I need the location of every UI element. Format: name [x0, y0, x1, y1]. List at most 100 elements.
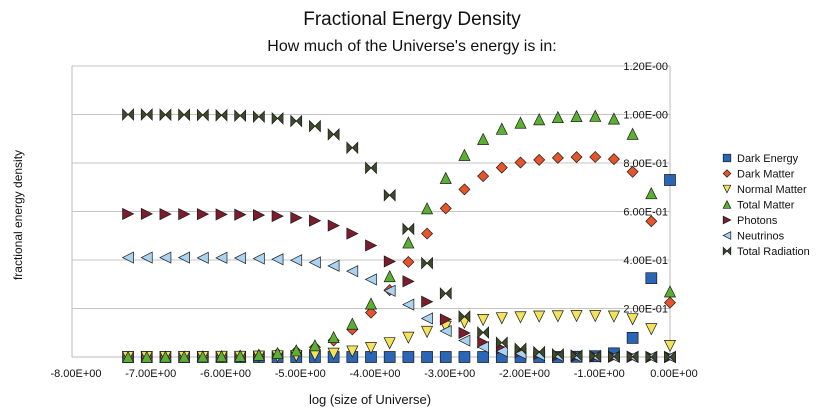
data-point	[645, 323, 658, 336]
data-point	[383, 255, 396, 268]
data-point	[477, 170, 490, 183]
data-point	[327, 259, 340, 272]
data-point	[140, 350, 153, 363]
chart-subtitle: How much of the Universe's energy is in:	[267, 38, 556, 55]
x-tick-label: -8.00E+00	[50, 368, 101, 380]
data-point	[421, 227, 434, 240]
data-point	[365, 306, 377, 319]
data-point	[551, 310, 564, 323]
legend-marker-icon	[722, 184, 732, 194]
y-tick-label: 4.00E-01	[623, 255, 668, 267]
data-point	[364, 342, 378, 355]
data-point	[626, 313, 639, 326]
data-point	[290, 211, 303, 224]
data-point	[514, 311, 527, 324]
data-point	[365, 239, 378, 252]
data-point	[495, 336, 508, 350]
data-point	[439, 287, 452, 300]
data-point	[607, 112, 621, 125]
series-photons	[122, 207, 677, 364]
data-point	[495, 161, 508, 174]
data-point	[215, 208, 228, 221]
data-point	[177, 251, 190, 264]
legend-item: Total Matter	[722, 199, 795, 212]
series-total-matter	[121, 109, 677, 363]
data-point	[383, 188, 396, 202]
data-point	[402, 331, 415, 344]
data-point	[233, 251, 247, 265]
data-point	[215, 349, 228, 363]
y-tick-labels: 2.00E-01 4.00E-01 6.00E-01 8.00E-01 1.00E-00…	[623, 61, 668, 316]
legend-item: Dark Energy	[722, 153, 799, 165]
data-point	[159, 251, 172, 264]
data-point	[645, 187, 658, 200]
chart-title: Fractional Energy Density	[303, 9, 521, 30]
legend-item: Normal Matter	[722, 184, 807, 196]
data-point	[271, 253, 284, 266]
data-point	[439, 351, 452, 363]
data-point	[495, 312, 508, 325]
data-point	[589, 349, 602, 363]
data-point	[663, 285, 677, 298]
data-point	[365, 161, 377, 175]
legend-marker-icon	[722, 215, 732, 225]
data-point	[159, 350, 172, 363]
data-point	[196, 108, 209, 122]
x-tick-label: -7.00E+00	[125, 368, 176, 380]
data-point	[420, 202, 434, 215]
data-point	[477, 314, 490, 327]
data-point	[178, 108, 190, 122]
data-point	[309, 214, 322, 227]
data-point	[402, 275, 415, 288]
data-point	[290, 114, 303, 128]
legend-marker-icon	[722, 199, 732, 209]
data-point	[570, 109, 583, 123]
data-point	[122, 108, 134, 121]
data-point	[122, 207, 135, 220]
data-point	[215, 251, 228, 264]
data-point	[439, 313, 453, 326]
legend-marker-icon	[722, 169, 732, 178]
data-point	[308, 256, 321, 269]
data-point	[402, 222, 415, 236]
data-point	[570, 349, 583, 362]
data-point	[121, 350, 135, 363]
data-point	[402, 298, 415, 311]
data-point	[589, 310, 602, 323]
data-point	[252, 252, 265, 265]
data-point	[476, 340, 489, 354]
legend-item: Dark Matter	[722, 169, 795, 181]
data-point	[570, 151, 583, 164]
data-point	[664, 296, 676, 309]
data-point	[346, 141, 359, 155]
data-point	[439, 202, 452, 215]
data-point	[607, 310, 621, 323]
legend-label: Normal Matter	[737, 184, 807, 196]
data-point	[645, 350, 658, 364]
data-point	[420, 312, 433, 325]
data-point	[458, 334, 471, 347]
data-point	[365, 351, 377, 363]
data-point	[589, 150, 602, 163]
data-point	[514, 342, 527, 356]
data-point	[346, 345, 359, 358]
data-point	[421, 295, 434, 308]
data-point	[178, 350, 191, 363]
data-point	[495, 345, 508, 358]
data-point	[570, 310, 583, 323]
series-neutrinos	[121, 251, 676, 364]
data-point	[608, 350, 620, 363]
data-point	[271, 210, 284, 223]
data-point	[346, 317, 359, 330]
data-point	[533, 153, 546, 166]
data-point	[458, 148, 471, 161]
data-point	[140, 207, 154, 220]
data-point	[402, 351, 415, 363]
data-point	[178, 208, 191, 221]
data-point	[327, 219, 340, 232]
data-point	[383, 337, 396, 350]
data-point	[309, 119, 321, 133]
data-point	[308, 339, 322, 352]
data-point	[196, 208, 210, 221]
data-point	[253, 110, 265, 124]
